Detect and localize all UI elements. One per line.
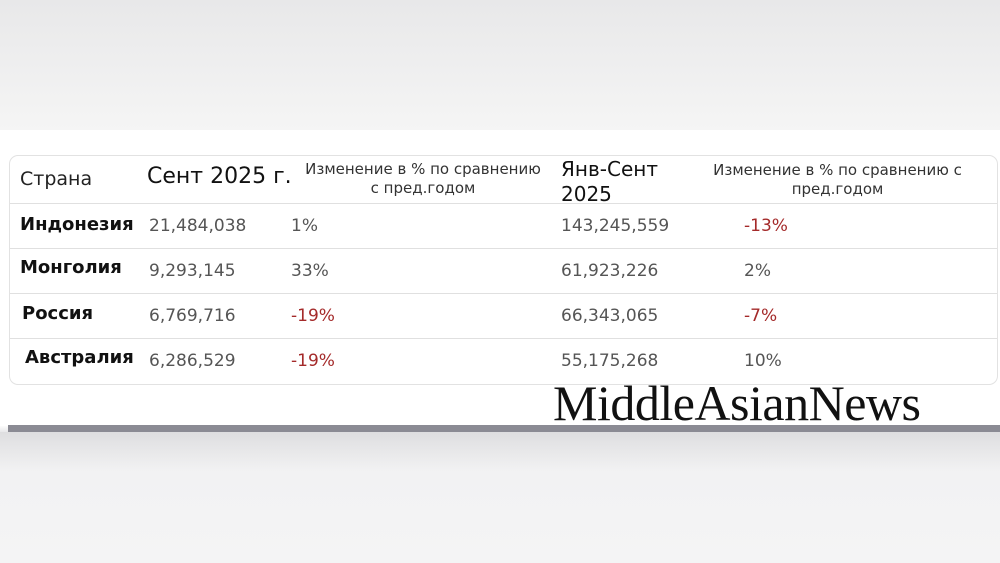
coal-export-table: Страна Сент 2025 г. Изменение в % по сра… <box>9 155 998 385</box>
divider-bar <box>8 425 1000 432</box>
sept-cell: 9,293,145 <box>149 261 236 281</box>
header-jan-sept: Янв-Сент 2025 <box>561 157 658 207</box>
country-cell: Индонезия <box>20 214 134 235</box>
sept-cell: 6,769,716 <box>149 306 236 326</box>
country-cell: Австралия <box>25 347 134 368</box>
table-row: Монголия 9,293,145 33% 61,923,226 2% <box>10 248 997 294</box>
header-jan-sept-line2: 2025 <box>561 182 612 206</box>
sept-change-cell: 33% <box>291 261 329 281</box>
jan-sept-change-cell: 2% <box>744 261 771 281</box>
sept-cell: 6,286,529 <box>149 351 236 371</box>
country-cell: Монголия <box>20 257 122 278</box>
header-sept-change-line1: Изменение в % по сравнению <box>305 160 541 178</box>
header-country: Страна <box>20 168 93 190</box>
jan-sept-cell: 143,245,559 <box>561 216 670 236</box>
header-sept: Сент 2025 г. <box>147 164 292 189</box>
jan-sept-change-cell: -7% <box>744 306 778 326</box>
country-cell: Россия <box>22 303 94 324</box>
jan-sept-cell: 66,343,065 <box>561 306 659 326</box>
jan-sept-cell: 55,175,268 <box>561 351 659 371</box>
watermark-logo: MiddleAsianNews <box>553 375 921 431</box>
jan-sept-change-cell: 10% <box>744 351 782 371</box>
table-row: Индонезия 21,484,038 1% 143,245,559 -13% <box>10 203 997 249</box>
header-sept-change: Изменение в % по сравнению с пред.годом <box>292 160 554 198</box>
header-sept-change-line2: с пред.годом <box>370 179 476 197</box>
header-jan-sept-change-line1: Изменение в % по сравнению с <box>713 161 962 179</box>
sept-cell: 21,484,038 <box>149 216 247 236</box>
header-jan-sept-change-line2: пред.годом <box>791 180 884 198</box>
sept-change-cell: -19% <box>291 306 335 326</box>
table-row: Австралия 6,286,529 -19% 55,175,268 10% <box>10 338 997 384</box>
sept-change-cell: 1% <box>291 216 318 236</box>
header-jan-sept-line1: Янв-Сент <box>561 157 658 181</box>
background-bottom <box>0 432 1000 563</box>
table-row: Россия 6,769,716 -19% 66,343,065 -7% <box>10 293 997 339</box>
background-top <box>0 0 1000 130</box>
sept-change-cell: -19% <box>291 351 335 371</box>
header-jan-sept-change: Изменение в % по сравнению с пред.годом <box>700 161 975 199</box>
jan-sept-change-cell: -13% <box>744 216 788 236</box>
jan-sept-cell: 61,923,226 <box>561 261 659 281</box>
